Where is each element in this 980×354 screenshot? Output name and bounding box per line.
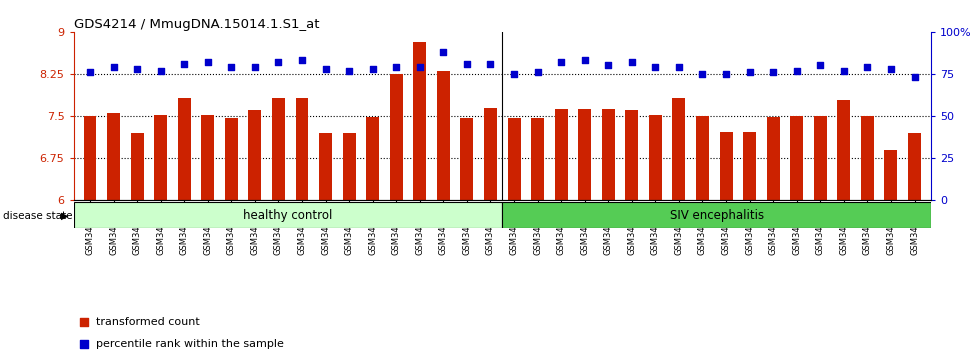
Bar: [578, 109, 591, 200]
Bar: [531, 118, 544, 200]
Bar: [107, 113, 120, 200]
Text: percentile rank within the sample: percentile rank within the sample: [96, 339, 284, 349]
FancyBboxPatch shape: [502, 202, 931, 228]
Point: [82, 69, 98, 75]
Bar: [508, 118, 520, 200]
Bar: [555, 109, 567, 200]
Point: [507, 71, 522, 77]
Bar: [461, 118, 473, 200]
Bar: [201, 115, 215, 200]
Bar: [343, 133, 356, 200]
Point: [601, 63, 616, 68]
Bar: [83, 116, 96, 200]
Point: [294, 58, 310, 63]
Point: [341, 68, 357, 73]
Bar: [296, 98, 309, 200]
Bar: [414, 42, 426, 200]
Point: [554, 59, 569, 65]
Text: disease state: disease state: [3, 211, 73, 221]
Point: [836, 68, 852, 73]
Bar: [696, 116, 709, 200]
Point: [742, 69, 758, 75]
Bar: [837, 100, 851, 200]
Point: [765, 69, 781, 75]
Point: [129, 66, 145, 72]
Point: [648, 64, 663, 70]
Bar: [602, 109, 614, 200]
Point: [176, 61, 192, 67]
Bar: [790, 116, 804, 200]
Text: SIV encephalitis: SIV encephalitis: [669, 209, 763, 222]
Point: [695, 71, 710, 77]
Bar: [743, 132, 757, 200]
Bar: [367, 117, 379, 200]
Bar: [484, 108, 497, 200]
Point: [906, 74, 922, 80]
Point: [459, 61, 474, 67]
Bar: [672, 98, 685, 200]
Point: [247, 64, 263, 70]
Point: [591, 34, 607, 39]
Point: [671, 64, 687, 70]
Point: [388, 64, 404, 70]
FancyBboxPatch shape: [74, 202, 502, 228]
Point: [883, 66, 899, 72]
Point: [200, 59, 216, 65]
Bar: [130, 133, 144, 200]
Bar: [319, 133, 332, 200]
Point: [318, 66, 333, 72]
Point: [412, 64, 427, 70]
Point: [106, 64, 122, 70]
Point: [789, 68, 805, 73]
Bar: [860, 116, 874, 200]
Bar: [437, 71, 450, 200]
Bar: [813, 116, 827, 200]
Point: [577, 58, 593, 63]
Bar: [649, 115, 662, 200]
Bar: [272, 98, 285, 200]
Text: GDS4214 / MmugDNA.15014.1.S1_at: GDS4214 / MmugDNA.15014.1.S1_at: [74, 18, 319, 31]
Point: [591, 236, 607, 242]
Text: healthy control: healthy control: [243, 209, 332, 222]
Bar: [224, 118, 238, 200]
Point: [435, 49, 451, 55]
Point: [482, 61, 498, 67]
Bar: [908, 133, 921, 200]
Point: [270, 59, 286, 65]
Bar: [390, 74, 403, 200]
Bar: [766, 117, 780, 200]
Point: [365, 66, 380, 72]
Point: [223, 64, 239, 70]
Bar: [248, 110, 262, 200]
Bar: [154, 115, 168, 200]
Bar: [885, 149, 898, 200]
Bar: [177, 98, 191, 200]
Point: [812, 63, 828, 68]
Point: [153, 68, 169, 73]
Bar: [719, 132, 732, 200]
Point: [718, 71, 734, 77]
Point: [624, 59, 640, 65]
Text: ▶: ▶: [61, 211, 69, 221]
Point: [530, 69, 546, 75]
Text: transformed count: transformed count: [96, 317, 200, 327]
Point: [859, 64, 875, 70]
Bar: [625, 110, 638, 200]
